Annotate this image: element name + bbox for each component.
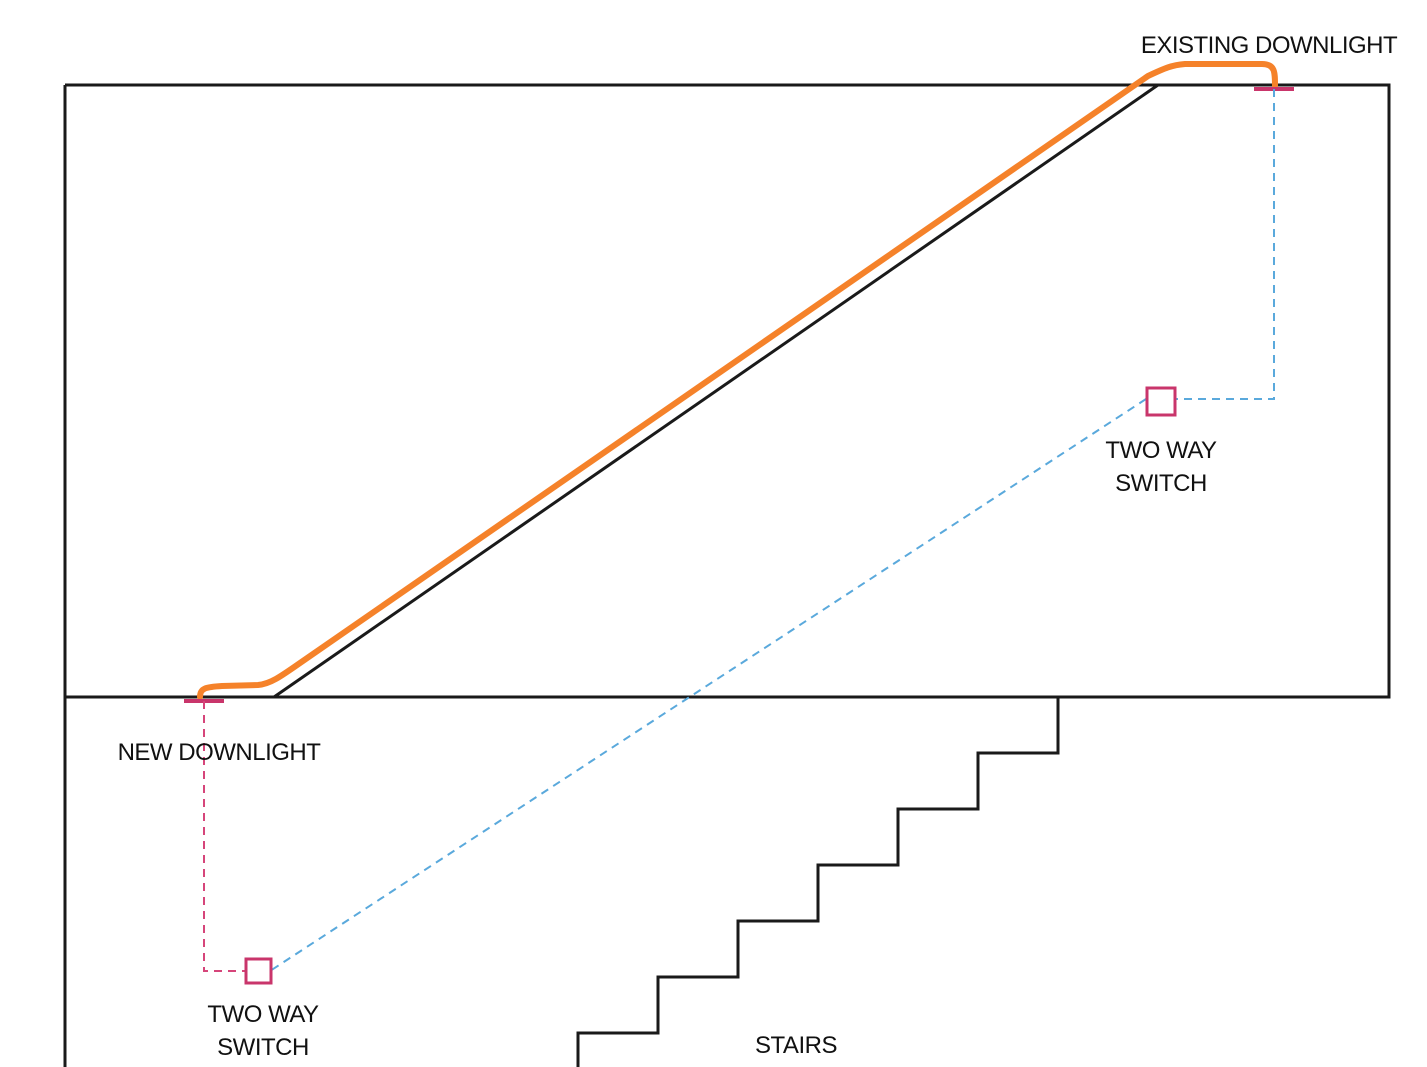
lower-two-way-switch — [244, 957, 273, 985]
strapper-wiring — [269, 398, 1147, 972]
new-downlight-label: NEW DOWNLIGHT — [118, 739, 322, 766]
upper-switch-label-line2: SWITCH — [1115, 470, 1207, 497]
stair-stringer-line — [273, 83, 1159, 699]
new-downlight-feed-wiring — [203, 701, 246, 972]
upper-switch-label-line1: TWO WAY — [1105, 437, 1217, 464]
stairs-label: STAIRS — [755, 1032, 837, 1059]
existing-downlight-label: EXISTING DOWNLIGHT — [1141, 32, 1398, 59]
lower-switch-label-line1: TWO WAY — [207, 1001, 319, 1028]
upper-switch-wiring — [1176, 89, 1275, 400]
stairs-profile — [576, 697, 1060, 1067]
lower-switch-label-line2: SWITCH — [217, 1034, 309, 1061]
ceiling-void-outline — [65, 83, 1391, 699]
cable-run — [197, 61, 1278, 700]
upper-two-way-switch — [1145, 386, 1177, 417]
